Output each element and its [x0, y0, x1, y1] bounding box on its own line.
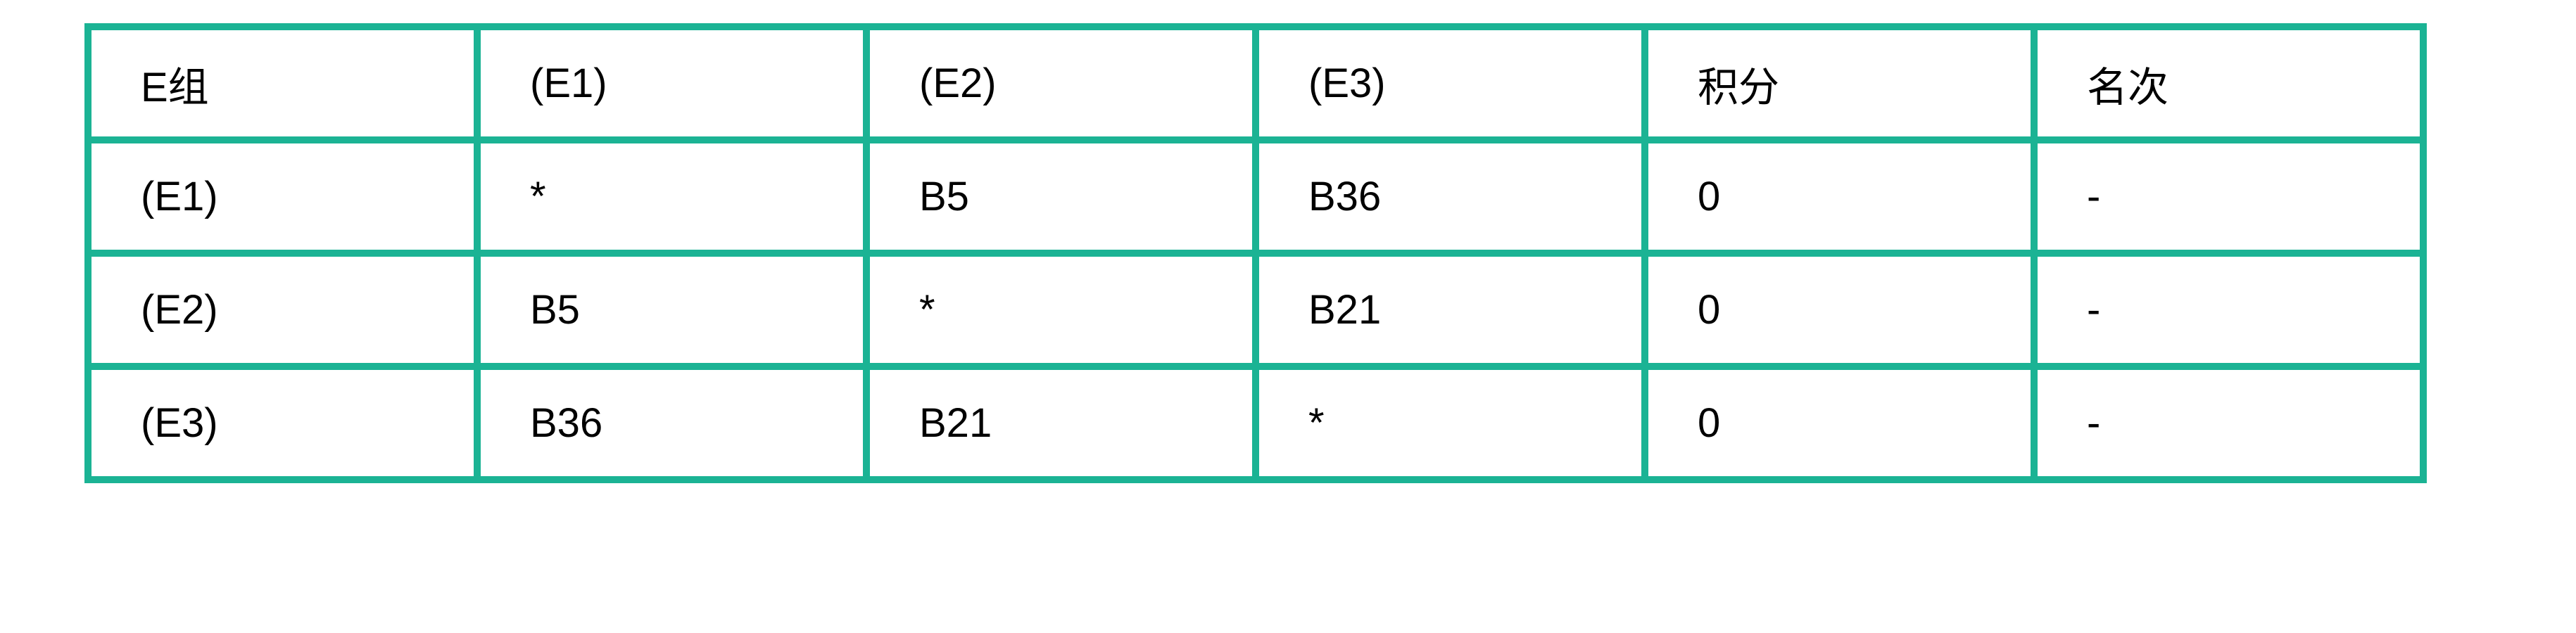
header-cell-points: 积分	[1641, 23, 2038, 143]
table-cell: B5	[474, 250, 870, 370]
header-cell-e3: (E3)	[1252, 23, 1648, 143]
table-cell: *	[1252, 363, 1648, 483]
table-row: (E2) B5 * B21 0 -	[84, 250, 2427, 370]
header-cell-e1: (E1)	[474, 23, 870, 143]
table-cell: *	[474, 136, 870, 257]
rank-cell: -	[2031, 363, 2427, 483]
header-cell-e2: (E2)	[863, 23, 1259, 143]
table-cell: B21	[863, 363, 1259, 483]
table-row: (E1) * B5 B36 0 -	[84, 136, 2427, 257]
points-cell: 0	[1641, 250, 2038, 370]
rank-cell: -	[2031, 136, 2427, 257]
table-cell: B36	[1252, 136, 1648, 257]
table-cell: *	[863, 250, 1259, 370]
points-cell: 0	[1641, 363, 2038, 483]
group-standings-table: E组 (E1) (E2) (E3) 积分 名次 (E1) * B5 B36 0 …	[84, 23, 2427, 483]
header-row: E组 (E1) (E2) (E3) 积分 名次	[84, 23, 2427, 143]
row-label: (E2)	[84, 250, 481, 370]
table-cell: B5	[863, 136, 1259, 257]
points-cell: 0	[1641, 136, 2038, 257]
table-row: (E3) B36 B21 * 0 -	[84, 363, 2427, 483]
rank-cell: -	[2031, 250, 2427, 370]
table-cell: B21	[1252, 250, 1648, 370]
row-label: (E1)	[84, 136, 481, 257]
table-cell: B36	[474, 363, 870, 483]
header-cell-rank: 名次	[2031, 23, 2427, 143]
header-cell-group: E组	[84, 23, 481, 143]
row-label: (E3)	[84, 363, 481, 483]
